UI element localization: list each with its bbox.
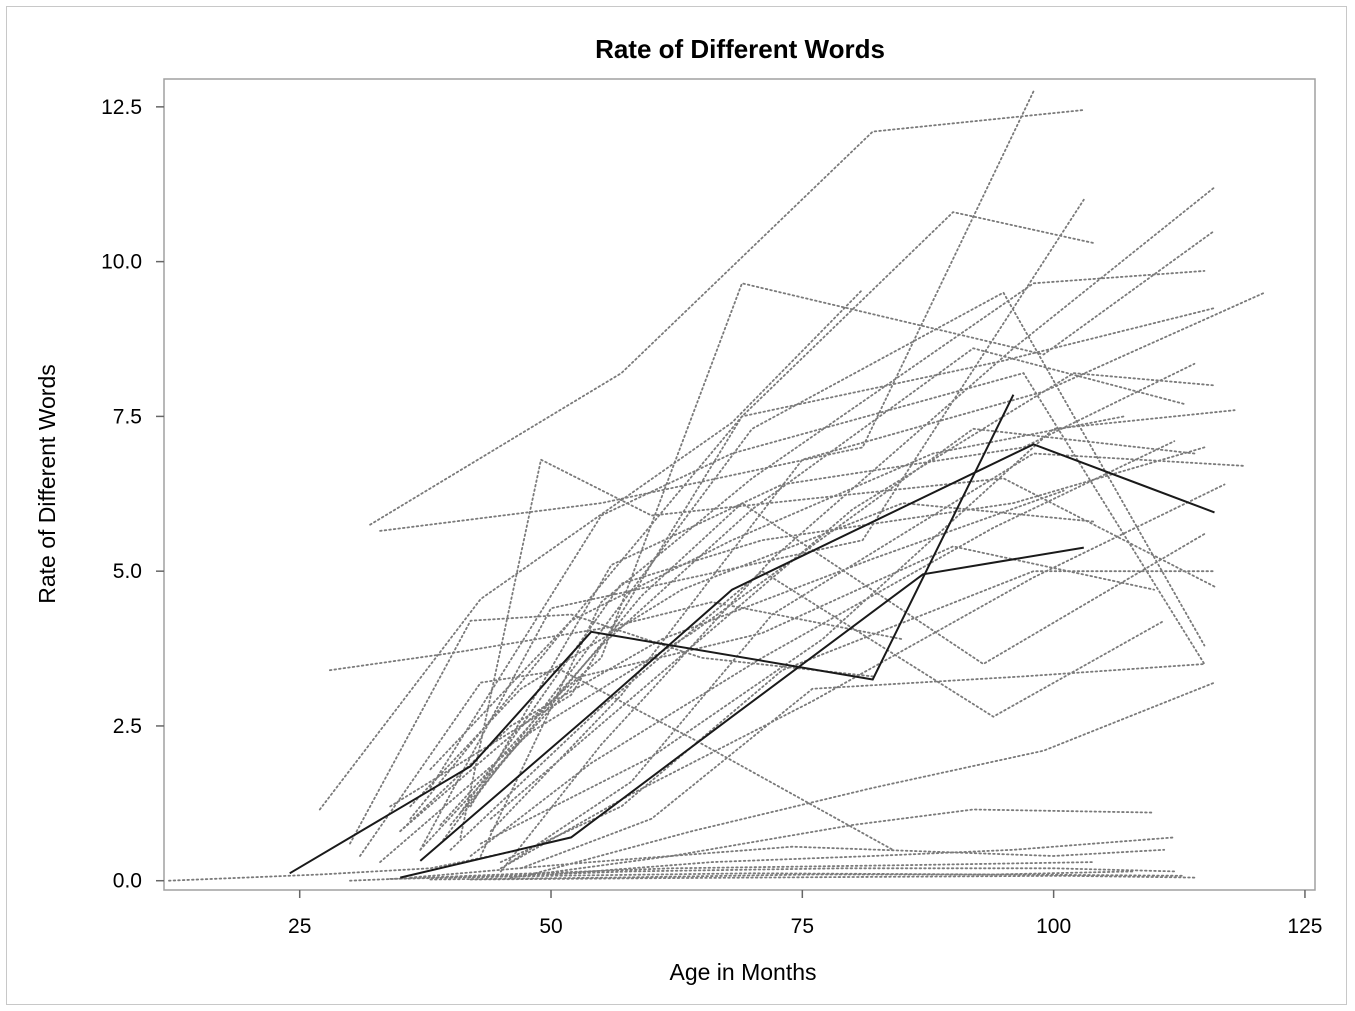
- background-series-line-29: [389, 870, 1135, 880]
- background-series-line-3: [379, 90, 1035, 532]
- background-series-line-7: [419, 198, 1085, 851]
- background-series-line-31: [469, 874, 1196, 881]
- highlighted-series-line-1: [419, 443, 1215, 862]
- y-tick-label-3: 7.5: [113, 405, 142, 428]
- background-series-line-15: [499, 186, 1216, 873]
- background-series-line-8: [429, 372, 1206, 789]
- background-series-line-25: [550, 836, 1176, 876]
- x-axis-label: Age in Months: [669, 959, 816, 985]
- background-series-line-37: [489, 372, 1216, 820]
- background-series-line-22: [520, 663, 1206, 870]
- background-series-line-18: [349, 613, 874, 845]
- y-tick-label-2: 5.0: [113, 560, 142, 583]
- background-series-line-9: [439, 291, 1206, 845]
- background-series-line-20: [449, 570, 1166, 851]
- background-series-line-26: [409, 845, 1166, 879]
- background-series-line-23: [530, 681, 1216, 876]
- background-series-line-41: [469, 440, 1176, 857]
- background-series-line-21: [499, 570, 1216, 863]
- highlighted-series-line-2: [399, 546, 1084, 879]
- background-series-line-14: [489, 291, 1266, 833]
- x-tick-label-0: 25: [288, 915, 311, 938]
- y-axis-label: Rate of Different Words: [34, 364, 60, 603]
- background-series-line-39: [429, 415, 1125, 771]
- chart-frame: Rate of Different Words 25 50 75 100 125 0.0 2…: [6, 6, 1347, 1005]
- background-series-line-13: [479, 269, 1206, 857]
- background-series-line-19: [359, 669, 894, 857]
- axis-layer: 25 50 75 100 125 0.0 2.5 5.0 7.5 10.0 12.5: [101, 96, 1322, 938]
- background-series-line-2: [369, 109, 1085, 526]
- y-tick-label-0: 0.0: [113, 870, 142, 893]
- y-tick-label-5: 12.5: [101, 96, 142, 119]
- background-series-line-30: [349, 861, 1095, 882]
- x-tick-label-1: 50: [539, 915, 562, 938]
- x-tick-label-4: 125: [1287, 915, 1322, 938]
- background-series-line-12: [469, 362, 1196, 808]
- background-series-line-5: [399, 229, 1216, 833]
- highlighted-series-line-0: [289, 394, 1015, 875]
- background-series-line-11: [459, 458, 1216, 839]
- background-series-line-27: [429, 873, 1186, 881]
- x-tick-label-2: 75: [791, 915, 814, 938]
- background-series-line-16: [509, 452, 1246, 863]
- background-series-line-35: [379, 427, 1196, 863]
- background-series-line-1: [318, 288, 864, 811]
- x-tick-label-3: 100: [1036, 915, 1071, 938]
- series-layer: [168, 90, 1266, 882]
- background-series-line-36: [479, 409, 1236, 845]
- background-series-line-38: [409, 502, 1095, 808]
- y-tick-label-1: 2.5: [113, 715, 142, 738]
- background-series-line-42: [499, 483, 1226, 870]
- line-chart: Rate of Different Words 25 50 75 100 1250.02…: [34, 34, 1322, 985]
- plot-area: [163, 78, 1316, 891]
- background-series-line-28: [449, 867, 1176, 879]
- background-series-line-34: [459, 446, 1206, 814]
- y-tick-label-4: 10.0: [101, 251, 142, 274]
- background-series-line-6: [409, 211, 1095, 820]
- background-series-line-24: [509, 808, 1156, 879]
- chart-title: Rate of Different Words: [595, 34, 885, 64]
- background-series-line-10: [449, 501, 1206, 826]
